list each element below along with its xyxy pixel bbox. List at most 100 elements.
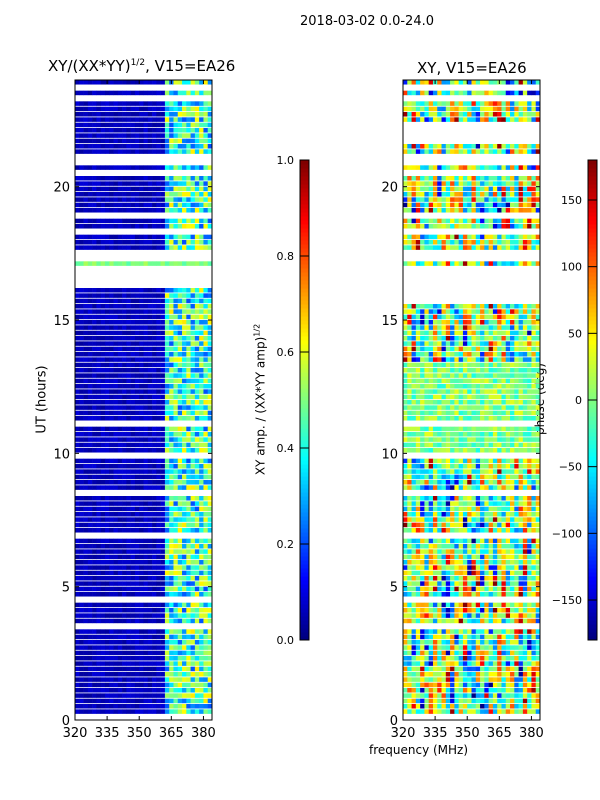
heatmap-cell — [445, 565, 451, 570]
heatmap-cell — [117, 320, 123, 325]
heatmap-cell — [104, 688, 110, 693]
heatmap-cell — [411, 448, 417, 453]
heatmap-cell — [139, 480, 144, 485]
heatmap-cell — [415, 464, 421, 469]
heatmap-cell — [203, 298, 209, 304]
heatmap-cell — [156, 464, 161, 469]
heatmap-cell — [143, 416, 149, 421]
heatmap-cell — [190, 464, 196, 469]
heatmap-cell — [428, 666, 434, 672]
heatmap-cell — [415, 677, 421, 682]
heatmap-cell — [492, 677, 498, 682]
heatmap-cell — [139, 496, 144, 501]
heatmap-cell — [147, 698, 153, 704]
heatmap-cell — [134, 613, 140, 618]
heatmap-cell — [152, 90, 157, 96]
heatmap-cell — [420, 645, 425, 650]
heatmap-cell — [182, 288, 187, 293]
heatmap-cell — [522, 677, 528, 682]
heatmap-cell — [432, 570, 438, 576]
heatmap-cell — [420, 464, 425, 469]
heatmap-cell — [182, 496, 187, 501]
heatmap-cell — [92, 309, 97, 314]
heatmap-cell — [411, 517, 417, 522]
heatmap-cell — [531, 693, 537, 698]
heatmap-cell — [75, 501, 80, 506]
heatmap-cell — [527, 517, 532, 522]
heatmap-cell — [450, 634, 455, 640]
heatmap-cell — [147, 389, 153, 394]
heatmap-cell — [126, 293, 131, 298]
heatmap-cell — [527, 448, 532, 453]
heatmap-cell — [134, 544, 140, 549]
heatmap-cell — [505, 688, 511, 693]
heatmap-cell — [514, 432, 519, 437]
heatmap-cell — [113, 80, 119, 85]
heatmap-cell — [96, 400, 101, 405]
heatmap-cell — [87, 186, 93, 192]
heatmap-cell — [454, 426, 459, 432]
heatmap-cell — [169, 458, 174, 464]
heatmap-cell — [164, 544, 170, 549]
heatmap-cell — [134, 368, 140, 373]
heatmap-cell — [164, 581, 170, 586]
heatmap-cell — [471, 565, 477, 570]
heatmap-cell — [535, 650, 541, 656]
heatmap-cell — [104, 357, 110, 362]
heatmap-cell — [531, 570, 537, 576]
heatmap-cell — [104, 234, 110, 240]
heatmap-cell — [160, 357, 166, 362]
heatmap-cell — [194, 330, 200, 336]
heatmap-cell — [96, 640, 101, 645]
heatmap-cell — [190, 117, 196, 122]
heatmap-cell — [92, 565, 97, 570]
heatmap-cell — [143, 570, 149, 576]
heatmap-cell — [467, 592, 472, 597]
heatmap-cell — [177, 517, 183, 522]
heatmap-cell — [87, 709, 93, 714]
heatmap-cell — [79, 298, 84, 304]
heatmap-cell — [122, 117, 127, 122]
heatmap-cell — [454, 437, 459, 442]
heatmap-cell — [484, 512, 489, 517]
heatmap-cell — [194, 298, 200, 304]
heatmap-cell — [522, 512, 528, 517]
heatmap-cell — [194, 437, 200, 442]
heatmap-cell — [96, 384, 101, 389]
heatmap-cell — [190, 330, 196, 336]
heatmap-cell — [462, 549, 468, 554]
heatmap-cell — [122, 581, 127, 586]
heatmap-cell — [207, 304, 213, 309]
heatmap-cell — [130, 122, 136, 128]
heatmap-cell — [492, 656, 498, 661]
heatmap-cell — [169, 661, 174, 666]
heatmap-cell — [420, 554, 425, 560]
heatmap-cell — [75, 645, 80, 650]
heatmap-cell — [484, 656, 489, 661]
heatmap-cell — [177, 352, 183, 357]
heatmap-cell — [505, 693, 511, 698]
y-tick-label: 15 — [53, 314, 70, 329]
heatmap-cell — [104, 186, 110, 192]
heatmap-cell — [411, 613, 417, 618]
heatmap-cell — [199, 309, 204, 314]
heatmap-cell — [130, 602, 136, 608]
heatmap-cell — [450, 629, 455, 634]
heatmap-cell — [441, 666, 447, 672]
heatmap-cell — [177, 416, 183, 421]
heatmap-cell — [173, 608, 179, 613]
heatmap-cell — [122, 90, 127, 96]
heatmap-cell — [164, 133, 170, 138]
heatmap-cell — [113, 410, 119, 416]
heatmap-cell — [522, 522, 528, 528]
heatmap-cell — [164, 261, 170, 266]
heatmap-cell — [75, 506, 80, 512]
heatmap-cell — [445, 640, 451, 645]
heatmap-cell — [79, 458, 84, 464]
heatmap-cell — [428, 517, 434, 522]
heatmap-cell — [113, 442, 119, 448]
heatmap-cell — [420, 677, 425, 682]
heatmap-cell — [484, 544, 489, 549]
heatmap-cell — [182, 672, 187, 677]
heatmap-cell — [480, 501, 485, 506]
